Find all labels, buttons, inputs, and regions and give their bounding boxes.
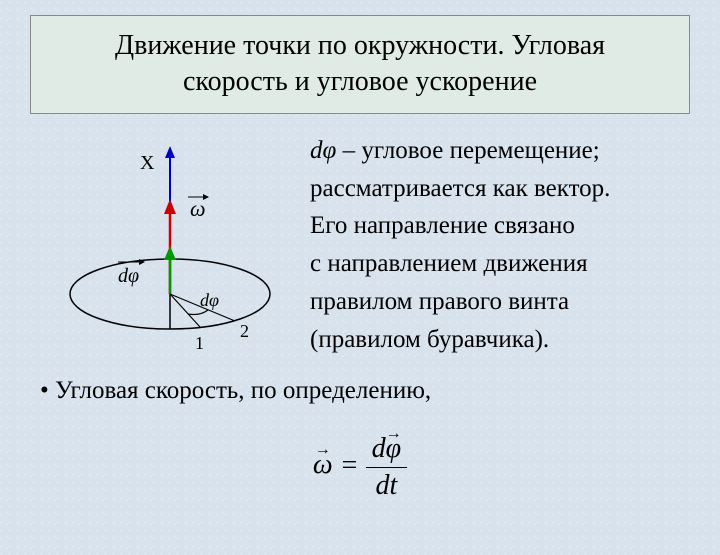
point-1-label: 1 [195,333,204,353]
diagram-svg: X ω dφ dφ 1 2 [40,134,300,374]
content-row: X ω dφ dφ 1 2 dφ – угловое перемещение; … [0,134,720,374]
dphi-arc-label: dφ [200,290,219,310]
def-line5: правилом правого винта [310,285,680,319]
numerator: d→φ [366,433,408,468]
num-d: d [372,433,386,464]
x-axis-arrowhead [165,146,175,158]
radius-1 [170,294,200,327]
circular-motion-diagram: X ω dφ dφ 1 2 [40,134,300,374]
omega-vec-arrow-icon: → [313,441,333,459]
definition-text: dφ – угловое перемещение; рассматриваетс… [310,134,680,374]
phi-vec-arrow-icon: → [386,425,402,443]
omega-arrowhead [164,199,176,214]
dphi-vec-label: dφ [118,265,139,287]
title-heading: Движение точки по окружности. Угловая ск… [51,28,669,101]
angular-velocity-formula: → ω = d→φ dt [0,433,720,502]
fraction: d→φ dt [366,433,408,502]
phi-vec: →φ [386,433,402,465]
dphi-symbol: dφ [310,137,336,164]
title-line2: скорость и угловое ускорение [183,66,537,97]
def-line3: Его направление связано [310,209,680,243]
bullet-text: • Угловая скорость, по определению, [40,377,431,404]
def-line1: dφ – угловое перемещение; [310,134,680,168]
title-box: Движение точки по окружности. Угловая ск… [30,15,690,114]
point-2-label: 2 [240,321,249,341]
def-line4: с направлением движения [310,247,680,281]
def-line6: (правилом буравчика). [310,323,680,357]
equals-sign: = [340,449,366,480]
omega-vec-arrowhead [203,194,209,200]
dphi-arrowhead [164,246,176,260]
x-label: X [140,152,155,174]
def-line1-text: – угловое перемещение; [336,137,599,164]
def-line2: рассматривается как вектор. [310,172,680,206]
denominator: dt [366,468,408,502]
title-line1: Движение точки по окружности. Угловая [115,30,605,61]
dphi-arc [188,310,208,315]
bullet-angular-velocity: • Угловая скорость, по определению, [0,374,720,408]
omega-vec: → ω [313,449,333,481]
